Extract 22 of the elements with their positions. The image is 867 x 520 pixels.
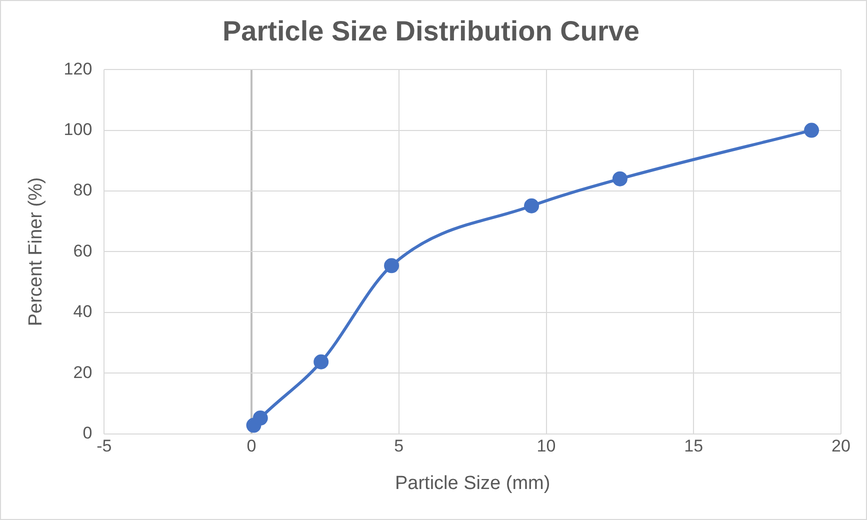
- y-tick-label: 120: [64, 59, 92, 78]
- x-tick-label: 20: [832, 436, 850, 456]
- y-tick-label: 80: [73, 180, 92, 200]
- y-tick-label: 40: [73, 302, 92, 322]
- x-axis-title: Particle Size (mm): [394, 472, 550, 494]
- y-tick-label: 0: [82, 423, 92, 442]
- x-tick-label: 0: [246, 436, 256, 456]
- point: [314, 354, 329, 370]
- x-tick-label: -5: [96, 436, 112, 456]
- point: [804, 122, 820, 138]
- chart-title: Particle Size Distribution Curve: [222, 16, 640, 47]
- point: [524, 198, 540, 214]
- point: [252, 410, 268, 426]
- y-axis-title: Percent Finer (%): [26, 177, 47, 326]
- point: [612, 171, 628, 186]
- y-tick-label: 20: [73, 362, 92, 382]
- x-tick-label: 10: [536, 436, 556, 456]
- y-tick-label: 60: [73, 241, 92, 260]
- x-tick-label: 15: [684, 436, 704, 456]
- point: [384, 258, 400, 274]
- y-tick-label: 100: [64, 120, 92, 139]
- x-tick-label: 5: [394, 436, 404, 456]
